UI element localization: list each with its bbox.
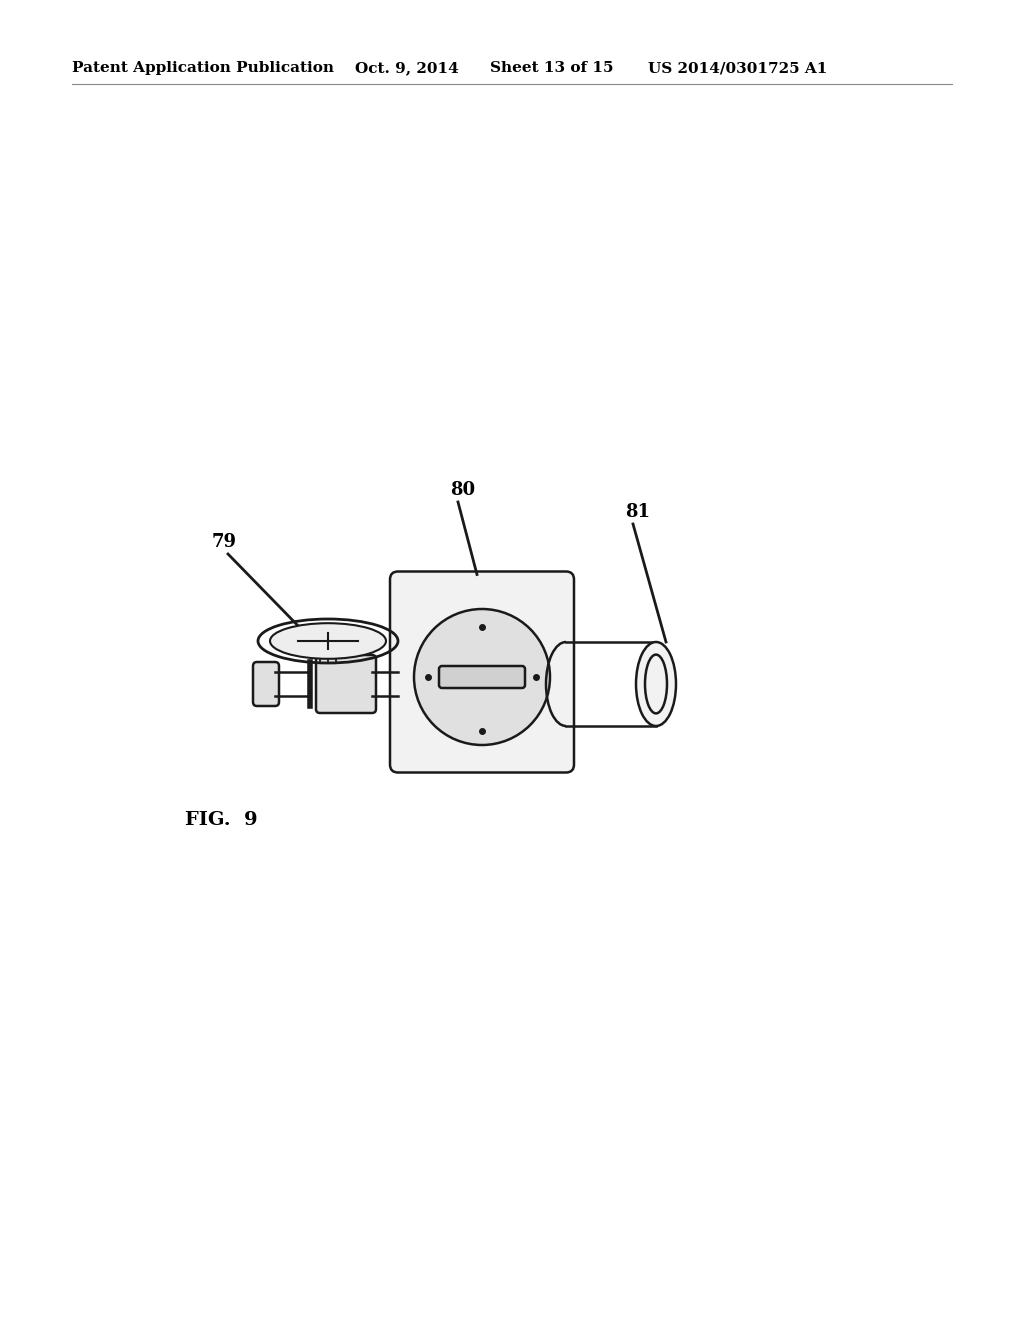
Text: FIG.  9: FIG. 9 <box>185 810 258 829</box>
Text: Oct. 9, 2014: Oct. 9, 2014 <box>355 61 459 75</box>
FancyBboxPatch shape <box>253 663 279 706</box>
Text: US 2014/0301725 A1: US 2014/0301725 A1 <box>648 61 827 75</box>
FancyBboxPatch shape <box>439 667 525 688</box>
Circle shape <box>414 609 550 744</box>
Text: Sheet 13 of 15: Sheet 13 of 15 <box>490 61 613 75</box>
Ellipse shape <box>270 623 386 659</box>
Text: 81: 81 <box>625 503 650 521</box>
Text: 79: 79 <box>212 533 237 550</box>
FancyBboxPatch shape <box>390 572 574 772</box>
FancyBboxPatch shape <box>316 655 376 713</box>
Text: Patent Application Publication: Patent Application Publication <box>72 61 334 75</box>
Text: 80: 80 <box>450 480 475 499</box>
Ellipse shape <box>636 642 676 726</box>
